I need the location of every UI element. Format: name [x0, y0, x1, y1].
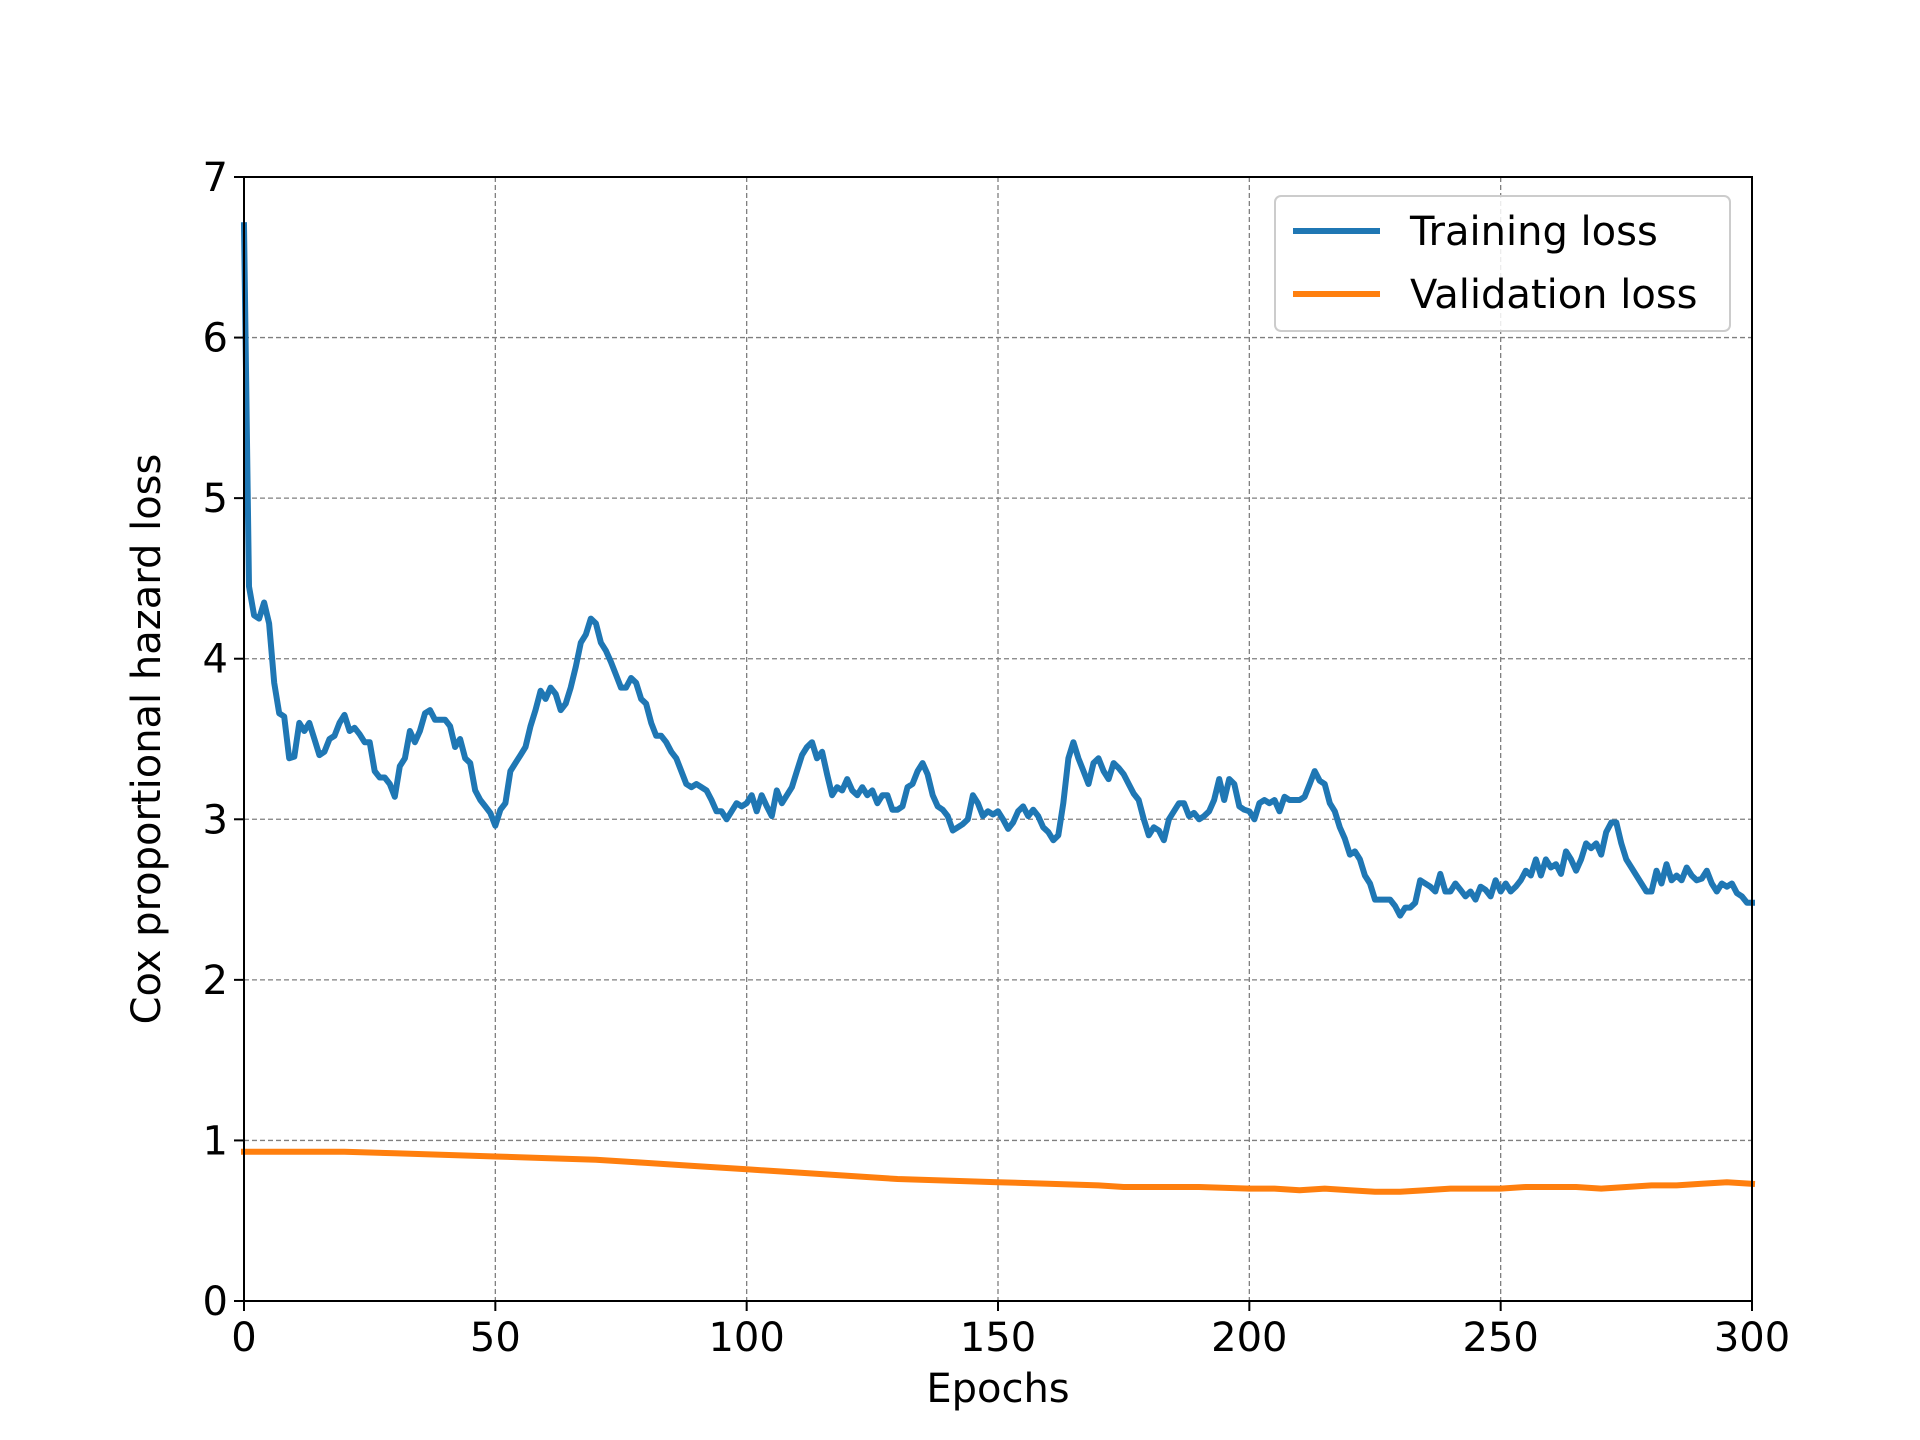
y-tick-label: 2	[203, 958, 228, 1004]
y-tick-label: 7	[203, 155, 228, 201]
x-tick-label: 150	[960, 1315, 1036, 1361]
x-tick-label: 300	[1714, 1315, 1790, 1361]
legend: Training loss Validation loss	[1274, 195, 1731, 332]
legend-box	[1274, 195, 1731, 332]
legend-label: Validation loss	[1410, 272, 1698, 318]
x-tick-label: 250	[1462, 1315, 1538, 1361]
y-tick-label: 6	[203, 316, 228, 362]
y-tick-label: 0	[203, 1279, 228, 1325]
x-axis-label: Epochs	[926, 1366, 1069, 1412]
x-tick-label: 100	[708, 1315, 784, 1361]
series-line-0	[240, 222, 1755, 919]
legend-label: Training loss	[1409, 209, 1658, 255]
y-tick-label: 1	[203, 1118, 228, 1164]
y-tick-label: 4	[203, 637, 228, 683]
series-group	[240, 222, 1756, 1195]
series-line-1	[241, 1148, 1756, 1195]
x-tick-label: 0	[231, 1315, 256, 1361]
y-tick-label: 3	[203, 797, 228, 843]
x-tick-label: 200	[1211, 1315, 1287, 1361]
y-tick-label: 5	[203, 476, 228, 522]
ticks: 0 50 100 150 200 250 300 0 1 2 3 4 5 6 7	[203, 155, 1791, 1361]
x-tick-label: 50	[470, 1315, 521, 1361]
y-axis-label: Cox proportional hazard loss	[124, 454, 170, 1025]
